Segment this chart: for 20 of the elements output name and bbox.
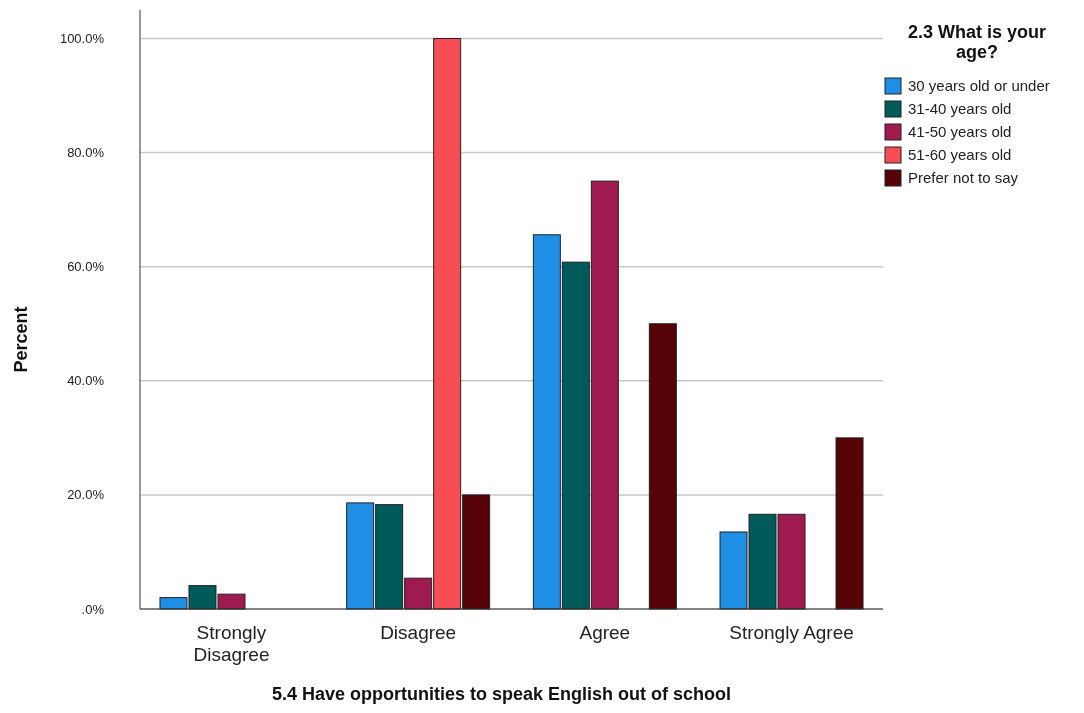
legend-label: 31-40 years old (908, 100, 1012, 118)
y-axis-title: Percent (11, 306, 31, 373)
y-tick-label: 100.0% (59, 31, 105, 47)
legend-title: 2.3 What is your age? (907, 22, 1047, 62)
legend-label: 41-50 years old (908, 123, 1012, 141)
x-tick-label: Strongly Disagree (193, 622, 270, 665)
x-tick-label: Strongly Agree (729, 622, 854, 643)
legend-label: 30 years old or under (908, 77, 1050, 95)
legend-label: 51-60 years old (908, 146, 1012, 164)
bar (648, 323, 677, 610)
x-axis-title: 5.4 Have opportunities to speak English out of school (271, 684, 732, 704)
y-tick-label: 20.0% (67, 487, 105, 503)
x-tick-label: Disagree (380, 622, 457, 643)
y-tick-label: .0% (81, 601, 105, 617)
legend-label: Prefer not to say (908, 169, 1019, 187)
bar (835, 437, 864, 610)
y-tick-label: 40.0% (67, 373, 105, 389)
y-tick-label: 60.0% (67, 259, 105, 275)
y-tick-label: 80.0% (67, 145, 105, 161)
x-tick-label: Agree (579, 622, 631, 643)
